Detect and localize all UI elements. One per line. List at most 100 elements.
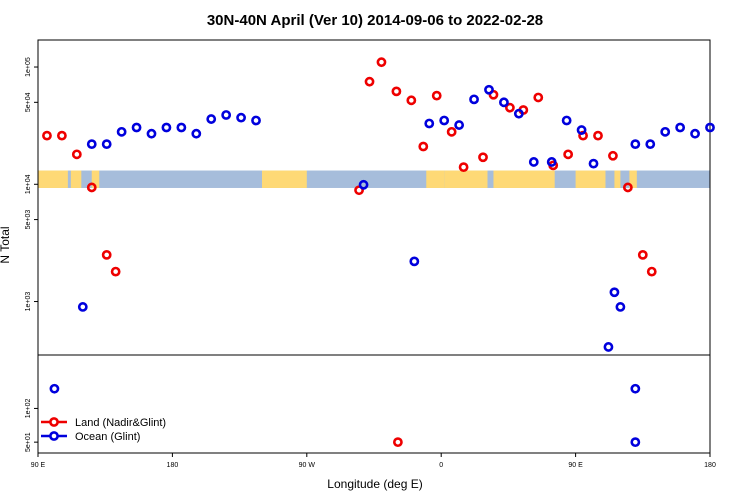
y-tick-label: 1e+05 <box>25 57 32 77</box>
data-point <box>593 130 603 141</box>
data-point <box>533 92 544 103</box>
land-central-asia <box>493 170 555 188</box>
data-point <box>446 126 457 137</box>
y-tick-label: 1e+04 <box>25 174 32 194</box>
y-axis-ticks: 1e+03 5e+03 1e+04 5e+04 1e+05 5e+01 1e+02 <box>25 57 38 452</box>
plot-border <box>37 39 711 454</box>
data-point <box>630 437 641 448</box>
x-tick-label: 90 E <box>568 462 583 469</box>
data-point <box>418 141 429 152</box>
y-tick-label: 1e+02 <box>25 399 32 419</box>
data-point <box>439 115 450 126</box>
data-point <box>630 139 641 150</box>
x-tick-label: 90 W <box>299 462 316 469</box>
data-point <box>110 266 121 277</box>
y-tick-label: 5e+01 <box>25 432 32 452</box>
legend-marker <box>49 417 59 427</box>
land-asia-mainland <box>38 170 68 188</box>
data-point <box>603 342 614 352</box>
data-point <box>391 86 402 97</box>
y-tick-label: 5e+03 <box>25 210 32 230</box>
data-point <box>561 115 572 126</box>
data-point <box>221 110 232 120</box>
data-point <box>392 437 403 448</box>
y-tick-label: 5e+04 <box>25 92 32 112</box>
data-point <box>131 122 142 133</box>
data-point <box>645 139 656 150</box>
data-point <box>458 162 469 173</box>
data-point <box>675 122 686 133</box>
data-point <box>690 128 700 139</box>
data-point <box>608 150 618 161</box>
data-point <box>161 122 172 133</box>
data-point <box>528 157 539 167</box>
x-axis-ticks: 90 E 180 90 W 0 90 E 180 <box>31 453 716 469</box>
data-point <box>146 128 157 139</box>
data-point <box>409 256 420 267</box>
data-point <box>705 122 715 133</box>
data-point <box>406 95 417 106</box>
data-point <box>49 383 60 394</box>
data-point <box>176 122 187 133</box>
data-point <box>101 139 112 150</box>
x-axis-label: Longitude (deg E) <box>327 477 422 491</box>
data-point <box>513 108 524 119</box>
land-north-america <box>262 170 307 188</box>
land-china-coast <box>70 170 82 188</box>
series-ocean <box>49 84 715 448</box>
data-point <box>504 102 515 113</box>
data-point <box>637 249 648 260</box>
data-point <box>660 126 671 137</box>
data-point <box>56 130 67 141</box>
data-point <box>251 115 261 126</box>
legend: Land (Nadir&Glint) Ocean (Glint) <box>41 417 166 443</box>
data-point <box>431 90 442 101</box>
x-tick-label: 180 <box>704 462 716 469</box>
data-point <box>454 120 465 130</box>
data-point <box>609 287 620 298</box>
data-point <box>484 84 494 95</box>
ocean-band <box>38 170 710 188</box>
data-point <box>101 249 112 260</box>
legend-marker <box>49 431 59 441</box>
data-point <box>77 302 88 312</box>
map-strip <box>38 170 710 188</box>
data-point <box>86 182 97 193</box>
data-point <box>546 157 557 167</box>
data-point <box>622 182 633 193</box>
land-north-africa <box>426 170 445 188</box>
data-point <box>424 118 435 129</box>
data-points <box>42 57 715 448</box>
data-point <box>615 302 626 312</box>
land-korea <box>614 170 621 188</box>
series-land <box>42 57 657 448</box>
data-point <box>116 126 127 137</box>
data-point <box>71 149 82 160</box>
data-point <box>42 130 52 141</box>
data-point <box>499 97 509 108</box>
legend-entry: Ocean (Glint) <box>75 431 140 443</box>
data-point <box>646 266 657 277</box>
data-point <box>576 125 587 135</box>
data-point <box>86 139 97 150</box>
chart-title: 30N-40N April (Ver 10) 2014-09-06 to 202… <box>207 12 543 29</box>
y-axis-label: N Total <box>0 226 12 263</box>
x-tick-label: 0 <box>439 462 443 469</box>
data-point <box>364 76 375 87</box>
plot-frame <box>37 39 711 454</box>
data-point <box>469 94 479 105</box>
data-point <box>206 114 217 124</box>
data-point <box>630 383 641 394</box>
land-japan <box>629 170 637 188</box>
data-point <box>376 57 387 68</box>
data-point <box>358 179 369 190</box>
data-point <box>588 158 599 169</box>
data-point <box>236 112 246 123</box>
land-korea-japan <box>91 170 100 188</box>
legend-entry: Land (Nadir&Glint) <box>75 417 166 429</box>
x-tick-label: 180 <box>167 462 179 469</box>
y-tick-label: 1e+03 <box>25 292 32 312</box>
land-china-mainland <box>575 170 606 188</box>
